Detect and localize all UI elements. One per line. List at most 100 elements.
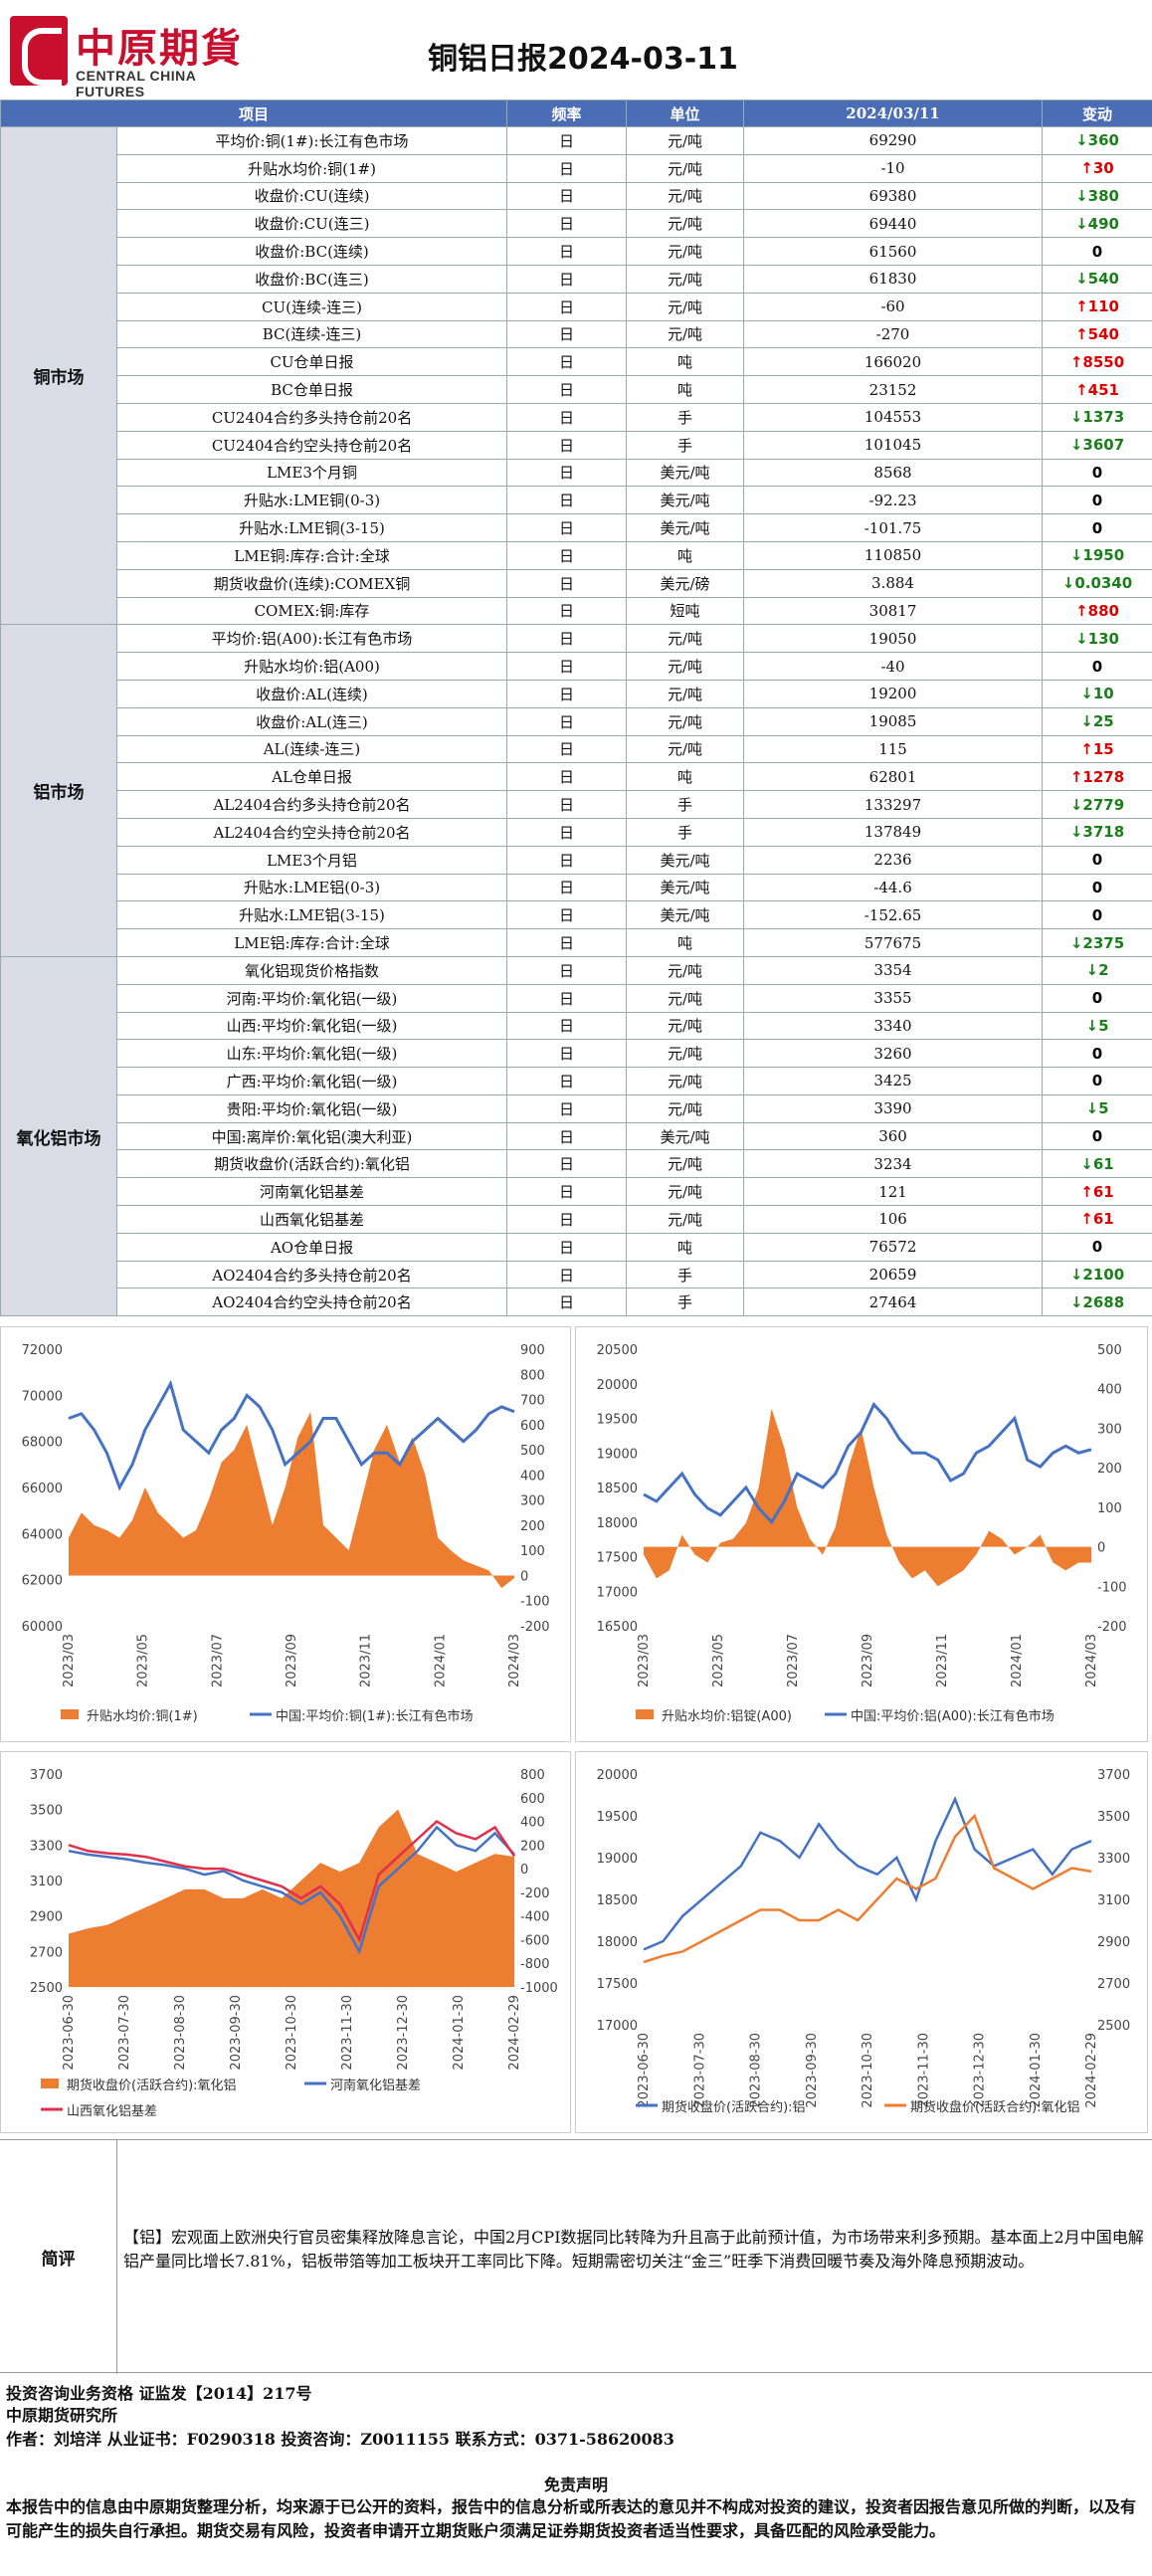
x-tick: 2023-09-30: [805, 2033, 820, 2108]
frequency-cell: 日: [506, 126, 628, 155]
unit-cell: 元/吨: [626, 1149, 745, 1179]
item-name-cell: 贵阳:平均价:氧化铝(一级): [115, 1093, 508, 1123]
unit-cell: 元/吨: [626, 624, 745, 654]
chart-1: 60000 62000 64000 66000 68000 70000 72000 -200 -…: [0, 1326, 571, 1742]
chart-svg: 1700017500180001850019000195002000025002…: [597, 1768, 1130, 2115]
table-row: 升贴水均价:铜(1#) 日元/吨 -10 ↑30: [1, 153, 1152, 183]
frequency-cell: 日: [506, 402, 628, 432]
y-right-tick: -200: [520, 1886, 550, 1901]
value-cell: 3234: [743, 1149, 1044, 1179]
x-tick: 2024/03: [507, 1634, 522, 1687]
value-cell: 3354: [743, 955, 1044, 985]
unit-cell: 吨: [626, 375, 745, 404]
value-cell: 137849: [743, 817, 1044, 847]
unit-cell: 元/吨: [626, 1205, 745, 1234]
y-left-tick: 19500: [597, 1810, 638, 1825]
change-cell: ↓2100: [1042, 1260, 1152, 1289]
unit-cell: 美元/吨: [626, 900, 745, 930]
table-row: AO仓单日报日吨 76572 0: [1, 1232, 1152, 1262]
table-row: AO2404合约空头持仓前20名日手 27464 ↓2688: [1, 1288, 1152, 1317]
y-right-tick: 2500: [1097, 2019, 1130, 2034]
legend-label: 升贴水均价:铜(1#): [87, 1709, 198, 1724]
y-left-tick: 16500: [597, 1620, 638, 1635]
change-cell: ↑540: [1042, 319, 1152, 349]
report-title: 铜铝日报2024-03-11: [428, 42, 738, 77]
table-row: CU2404合约多头持仓前20名日手 104553 ↓1373: [1, 402, 1152, 432]
unit-cell: 手: [626, 1288, 745, 1317]
y-left-tick: 17000: [597, 2019, 638, 2034]
frequency-cell: 日: [506, 845, 628, 875]
report-header: 中原期貨 CENTRAL CHINA FUTURES 铜铝日报2024-03-1…: [0, 0, 1152, 99]
table-row: AL2404合约多头持仓前20名日手 133297 ↓2779: [1, 790, 1152, 819]
x-tick: 2024-01-30: [452, 1995, 467, 2071]
frequency-cell: 日: [506, 1177, 628, 1207]
item-name-cell: LME铜:库存:合计:全球: [115, 540, 508, 570]
x-tick: 2024-02-29: [507, 1995, 522, 2071]
y-left-tick: 60000: [22, 1620, 63, 1635]
institute-line: 中原期货研究所: [6, 2406, 118, 2425]
y-right-tick: -1000: [520, 1981, 558, 1996]
change-cell: 0: [1042, 873, 1152, 902]
item-name-cell: 平均价:铝(A00):长江有色市场: [115, 624, 508, 654]
y-right-tick: 2900: [1097, 1935, 1130, 1950]
chart-svg: 16500 17000 17500 18000 18500 19000 19500 20000…: [597, 1343, 1127, 1724]
change-cell: 0: [1042, 237, 1152, 266]
value-cell: -152.65: [743, 900, 1044, 930]
change-cell: ↑61: [1042, 1177, 1152, 1207]
value-cell: 69440: [743, 209, 1044, 239]
x-tick: 2023-11-30: [340, 1995, 355, 2071]
charts-area: 60000 62000 64000 66000 68000 70000 72000 -200-…: [0, 1326, 1152, 2137]
change-cell: ↑30: [1042, 153, 1152, 183]
frequency-cell: 日: [506, 153, 628, 183]
item-name-cell: 升贴水:LME铝(3-15): [115, 900, 508, 930]
license-line: 投资咨询业务资格 证监发【2014】217号: [6, 2384, 312, 2403]
table-row: 升贴水均价:铝(A00) 日元/吨 -40 0: [1, 652, 1152, 681]
disclaimer-text: 本报告中的信息由中原期货整理分析，均来源于已公开的资料，报告中的信息分析或所表达…: [6, 2497, 1137, 2540]
line-series: [68, 1819, 516, 1943]
item-name-cell: 山西:平均价:氧化铝(一级): [115, 1011, 508, 1041]
change-cell: ↑110: [1042, 292, 1152, 321]
x-tick: 2024-02-29: [1084, 2033, 1099, 2108]
y-left-tick: 66000: [22, 1482, 63, 1496]
y-right-tick: 200: [520, 1839, 545, 1854]
unit-cell: 短吨: [626, 596, 745, 626]
value-cell: 577675: [743, 928, 1044, 957]
y-left-tick: 19500: [597, 1413, 638, 1428]
legend-label: 中国:平均价:铝(A00):长江有色市场: [851, 1708, 1055, 1724]
unit-cell: 元/吨: [626, 237, 745, 266]
change-cell: ↓3607: [1042, 430, 1152, 460]
legend-label: 河南氧化铝基差: [330, 2078, 421, 2093]
y-right-tick: 800: [520, 1768, 545, 1783]
y-left-tick: 18500: [597, 1482, 638, 1496]
change-cell: ↓2: [1042, 955, 1152, 985]
frequency-cell: 日: [506, 955, 628, 985]
item-name-cell: 收盘价:AL(连续): [115, 679, 508, 708]
item-name-cell: AL2404合约空头持仓前20名: [115, 817, 508, 847]
table-row: 收盘价:BC(连续) 日元/吨 61560 0: [1, 237, 1152, 266]
change-cell: ↓540: [1042, 264, 1152, 294]
unit-cell: 元/吨: [626, 1011, 745, 1041]
report-footer: 投资咨询业务资格 证监发【2014】217号 中原期货研究所 作者：刘培洋 从业…: [0, 2376, 1152, 2576]
frequency-cell: 日: [506, 540, 628, 570]
frequency-cell: 日: [506, 1067, 628, 1095]
y-left-tick: 20000: [597, 1768, 638, 1783]
unit-cell: 元/吨: [626, 292, 745, 321]
table-row: LME铜:库存:合计:全球日吨 110850 ↓1950: [1, 540, 1152, 570]
item-name-cell: 河南:平均价:氧化铝(一级): [115, 983, 508, 1013]
x-tick: 2023/11: [359, 1634, 374, 1687]
x-tick: 2023/07: [210, 1634, 225, 1687]
frequency-cell: 日: [506, 873, 628, 902]
value-cell: 19200: [743, 679, 1044, 708]
legend-label: 中国:平均价:铜(1#):长江有色市场: [276, 1708, 473, 1724]
change-cell: ↑1278: [1042, 762, 1152, 792]
table-row: AL仓单日报日吨 62801 ↑1278: [1, 762, 1152, 792]
table-row: 升贴水:LME铜(0-3) 日美元/吨 -92.23 0: [1, 486, 1152, 515]
table-row: BC仓单日报日吨 23152 ↑451: [1, 375, 1152, 404]
table-row: CU仓单日报日吨 166020 ↑8550: [1, 347, 1152, 377]
frequency-cell: 日: [506, 1149, 628, 1179]
x-tick: 2023-12-30: [973, 2033, 988, 2108]
y-left-tick: 2900: [30, 1910, 63, 1925]
y-left-tick: 70000: [22, 1389, 63, 1404]
disclaimer-title: 免责声明: [543, 2476, 608, 2494]
unit-cell: 美元/吨: [626, 845, 745, 875]
